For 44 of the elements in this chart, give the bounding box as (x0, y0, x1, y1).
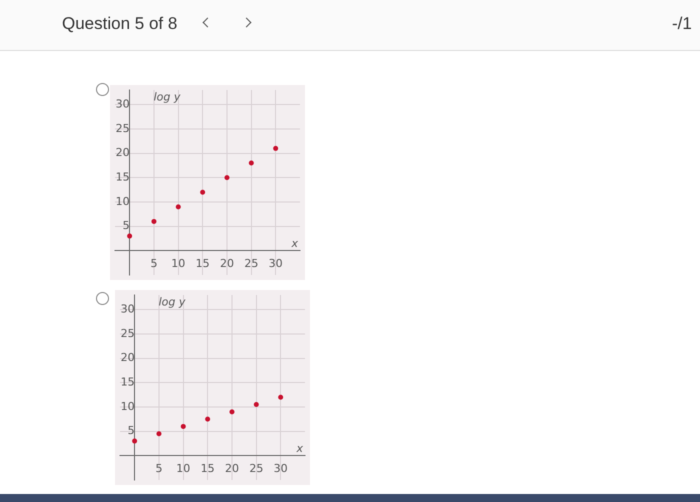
y-tick-label: 30 (120, 302, 135, 316)
point (132, 438, 138, 444)
point (200, 190, 206, 195)
point (254, 402, 259, 408)
y-tick-label: 15 (116, 170, 130, 184)
x-tick-label: 15 (196, 257, 210, 270)
point (205, 416, 210, 422)
y-tick-label: 5 (122, 219, 130, 232)
x-tick-label: 5 (155, 462, 162, 476)
x-tick-label: 20 (220, 257, 234, 270)
point (273, 146, 278, 151)
x-tick-label: 30 (268, 257, 283, 270)
x-tick-label: 15 (200, 462, 215, 476)
x-axis-title: x (295, 442, 304, 456)
text: Question 5 of 8 (62, 14, 178, 34)
y-tick-label: 20 (120, 351, 135, 364)
x-tick-label: 25 (244, 257, 258, 270)
point (248, 160, 254, 166)
point (180, 424, 186, 429)
x-tick-label: 5 (150, 257, 158, 270)
x-tick-label: 10 (171, 257, 186, 270)
point (278, 394, 284, 400)
y-axis-title: log y (158, 295, 186, 308)
point (151, 218, 156, 224)
point (176, 204, 181, 210)
x-tick-label: 10 (176, 462, 190, 476)
point (127, 234, 132, 239)
y-tick-label: 10 (120, 400, 135, 413)
x-tick-label: 25 (249, 462, 264, 476)
x-tick-label: 30 (274, 462, 288, 476)
point (156, 431, 162, 436)
y-tick-label: 10 (116, 194, 130, 208)
y-tick-label: 15 (120, 375, 135, 388)
y-tick-label: 30 (116, 97, 130, 110)
x-tick-label: 20 (224, 462, 239, 476)
y-tick-label: 25 (116, 122, 130, 135)
x-axis-title: x (290, 237, 298, 250)
y-tick-label: 25 (120, 326, 135, 340)
y-tick-label: 20 (116, 146, 130, 160)
text: -/1 (672, 14, 692, 34)
y-axis-title: log y (154, 90, 181, 104)
y-tick-label: 5 (128, 424, 135, 438)
point (224, 175, 230, 180)
point (229, 409, 234, 414)
